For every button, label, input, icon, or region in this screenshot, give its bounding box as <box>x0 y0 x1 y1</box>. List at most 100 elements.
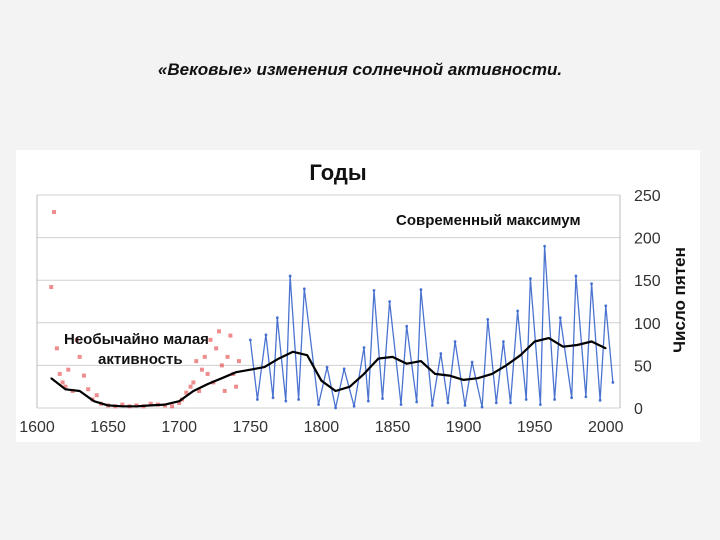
telescopic-point <box>463 404 467 407</box>
early-point <box>60 380 65 385</box>
telescopic-point <box>604 304 608 308</box>
early-point <box>188 384 193 389</box>
trend-point <box>249 368 252 371</box>
trend-point <box>93 400 95 402</box>
trend-point <box>391 356 394 358</box>
telescopic-series <box>248 244 615 410</box>
early-point <box>66 367 71 372</box>
telescopic-point <box>342 367 346 371</box>
trend-point <box>178 400 180 402</box>
y-axis: 0 50 100 150 200 250 <box>634 188 661 418</box>
telescopic-point <box>297 398 301 401</box>
early-point <box>120 402 125 407</box>
telescopic-point <box>598 398 602 402</box>
trend-point <box>377 357 380 360</box>
trend-point <box>221 377 223 379</box>
early-point <box>214 346 219 351</box>
trend-point <box>576 344 579 346</box>
early-point <box>57 371 62 376</box>
early-point <box>94 393 99 398</box>
telescopic-point <box>470 360 474 364</box>
low-activity-line-2: активность <box>98 351 183 368</box>
slide-title: «Вековые» изменения солнечной активности… <box>157 60 563 79</box>
telescopic-point <box>388 300 392 303</box>
y-tick-label: 200 <box>634 231 661 248</box>
telescopic-point <box>494 401 498 405</box>
early-point <box>199 367 204 372</box>
telescopic-point <box>256 398 259 401</box>
early-point <box>81 373 86 378</box>
trend-point <box>149 404 152 407</box>
x-tick-label: 1850 <box>375 419 411 436</box>
trend-point <box>363 373 365 375</box>
low-activity-line-1: Необычайно малая <box>64 331 209 348</box>
trend-point <box>477 377 479 379</box>
trend-point <box>491 373 493 375</box>
trend-series <box>50 337 607 408</box>
chart-figure: 1600 1650 1700 1750 1800 1850 1900 1950 2000 0 50… <box>16 150 700 442</box>
early-point <box>205 371 210 376</box>
trend-point <box>519 354 522 356</box>
sunspot-chart: 1600 1650 1700 1750 1800 1850 1900 1950 2000 0 50… <box>19 160 689 436</box>
telescopic-point <box>381 397 384 401</box>
early-point <box>202 354 207 359</box>
telescopic-point <box>480 405 484 409</box>
early-point <box>222 388 227 393</box>
y-tick-label: 100 <box>634 316 661 333</box>
telescopic-point <box>509 401 512 405</box>
y-tick-label: 250 <box>634 188 661 205</box>
modern-max-label: Современный максимум <box>396 212 581 229</box>
early-point <box>236 359 241 364</box>
trend-point <box>192 390 195 392</box>
x-tick-label: 2000 <box>588 419 624 436</box>
trend-point <box>434 373 436 375</box>
telescopic-point <box>288 274 292 278</box>
trend-point <box>292 350 294 353</box>
telescopic-point <box>590 282 593 286</box>
early-point <box>52 210 57 215</box>
telescopic-point <box>317 403 320 406</box>
y-tick-label: 150 <box>634 273 661 290</box>
telescopic-point <box>264 333 268 337</box>
early-point <box>170 404 175 409</box>
telescopic-point <box>570 396 574 400</box>
telescopic-point <box>524 398 528 401</box>
telescopic-point <box>352 404 356 408</box>
trend-point <box>235 371 237 374</box>
telescopic-point <box>399 403 403 406</box>
trend-point <box>135 405 138 408</box>
chart-title: Годы <box>309 160 366 185</box>
early-point <box>208 337 213 342</box>
trend-point <box>420 360 422 362</box>
early-point <box>77 354 82 359</box>
y-tick-label: 50 <box>634 358 652 375</box>
telescopic-point <box>334 406 338 410</box>
trend-point <box>533 340 536 343</box>
telescopic-point <box>366 399 370 403</box>
x-tick-label: 1650 <box>90 419 126 436</box>
early-point <box>197 388 202 393</box>
early-point <box>228 333 233 338</box>
early-point <box>54 346 59 351</box>
telescopic-point <box>446 401 450 405</box>
x-tick-label: 1600 <box>19 419 55 436</box>
y-axis-label: Число пятен <box>670 247 689 353</box>
x-tick-label: 1700 <box>161 419 197 436</box>
telescopic-point <box>574 274 578 278</box>
telescopic-point <box>439 352 443 355</box>
trend-point <box>206 383 209 385</box>
telescopic-point <box>538 403 542 406</box>
trend-point <box>107 404 109 407</box>
trend-point <box>562 345 564 348</box>
y-tick-label: 0 <box>634 401 643 418</box>
telescopic-point <box>611 381 615 384</box>
telescopic-point <box>415 400 419 404</box>
grid <box>36 194 621 409</box>
early-point <box>234 384 239 389</box>
trend-point <box>263 366 266 368</box>
early-observations <box>49 210 241 409</box>
telescopic-point <box>453 340 457 343</box>
trend-point <box>349 385 351 388</box>
telescopic-point <box>486 317 490 321</box>
trend-point <box>306 354 308 356</box>
